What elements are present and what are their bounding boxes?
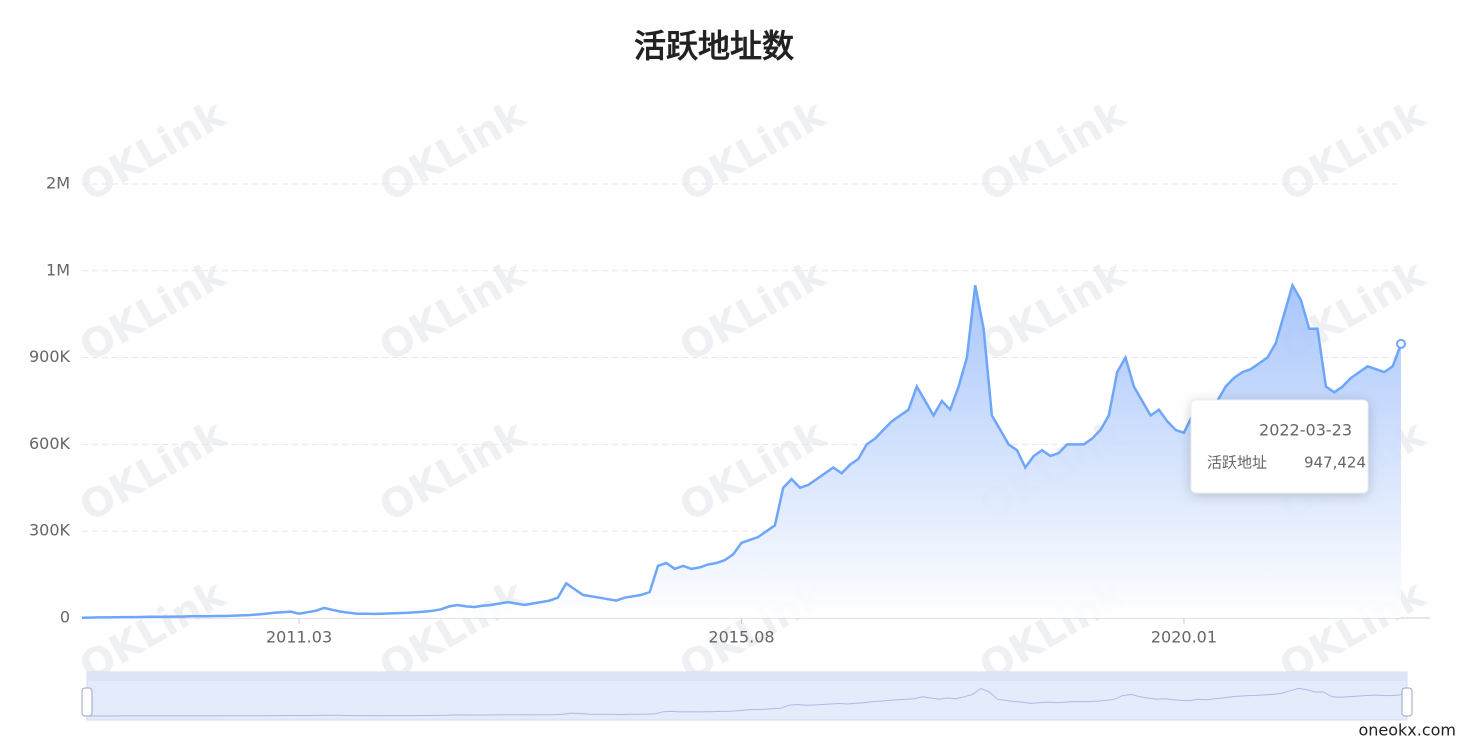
watermark: OKLink: [972, 91, 1134, 211]
tooltip-box: [1190, 399, 1369, 494]
x-tick-label: 2020.01: [1151, 628, 1217, 647]
zoom-line: [87, 687, 1408, 717]
watermark: OKLink: [372, 91, 534, 211]
zoom-handle[interactable]: [1401, 687, 1413, 717]
y-tick-label: 0: [60, 608, 70, 627]
watermark: OKLink: [372, 411, 534, 531]
zoom-bar: [87, 672, 1407, 681]
y-tick-label: 2M: [46, 174, 70, 193]
tooltip: 2022-03-23 活跃地址 947,424: [1190, 399, 1369, 494]
tooltip-value: 947,424: [1304, 454, 1366, 472]
watermark: OKLink: [972, 251, 1134, 371]
x-tick-label: 2011.03: [266, 628, 332, 647]
watermark: OKLink: [72, 251, 234, 371]
watermark: OKLink: [1272, 91, 1434, 211]
x-tick-label: 2015.08: [708, 628, 774, 647]
watermark: OKLink: [372, 251, 534, 371]
source-label: oneokx.com: [1358, 721, 1456, 740]
tooltip-date: 2022-03-23: [1259, 421, 1352, 440]
y-tick-label: 1M: [46, 260, 70, 279]
series-line: [81, 282, 1403, 619]
area: [82, 285, 1401, 618]
y-tick-label: 600K: [29, 434, 71, 453]
y-tick-label: 900K: [29, 347, 71, 366]
zoom-handle[interactable]: [81, 687, 93, 717]
watermark: OKLink: [72, 91, 234, 211]
chart-title: 活跃地址数: [634, 27, 795, 65]
watermark: OKLink: [672, 251, 834, 371]
y-tick-label: 300K: [29, 521, 71, 540]
tooltip-label: 活跃地址: [1207, 454, 1267, 472]
watermark: OKLink: [72, 411, 234, 531]
point: [1396, 338, 1406, 349]
watermark: OKLink: [672, 91, 834, 211]
